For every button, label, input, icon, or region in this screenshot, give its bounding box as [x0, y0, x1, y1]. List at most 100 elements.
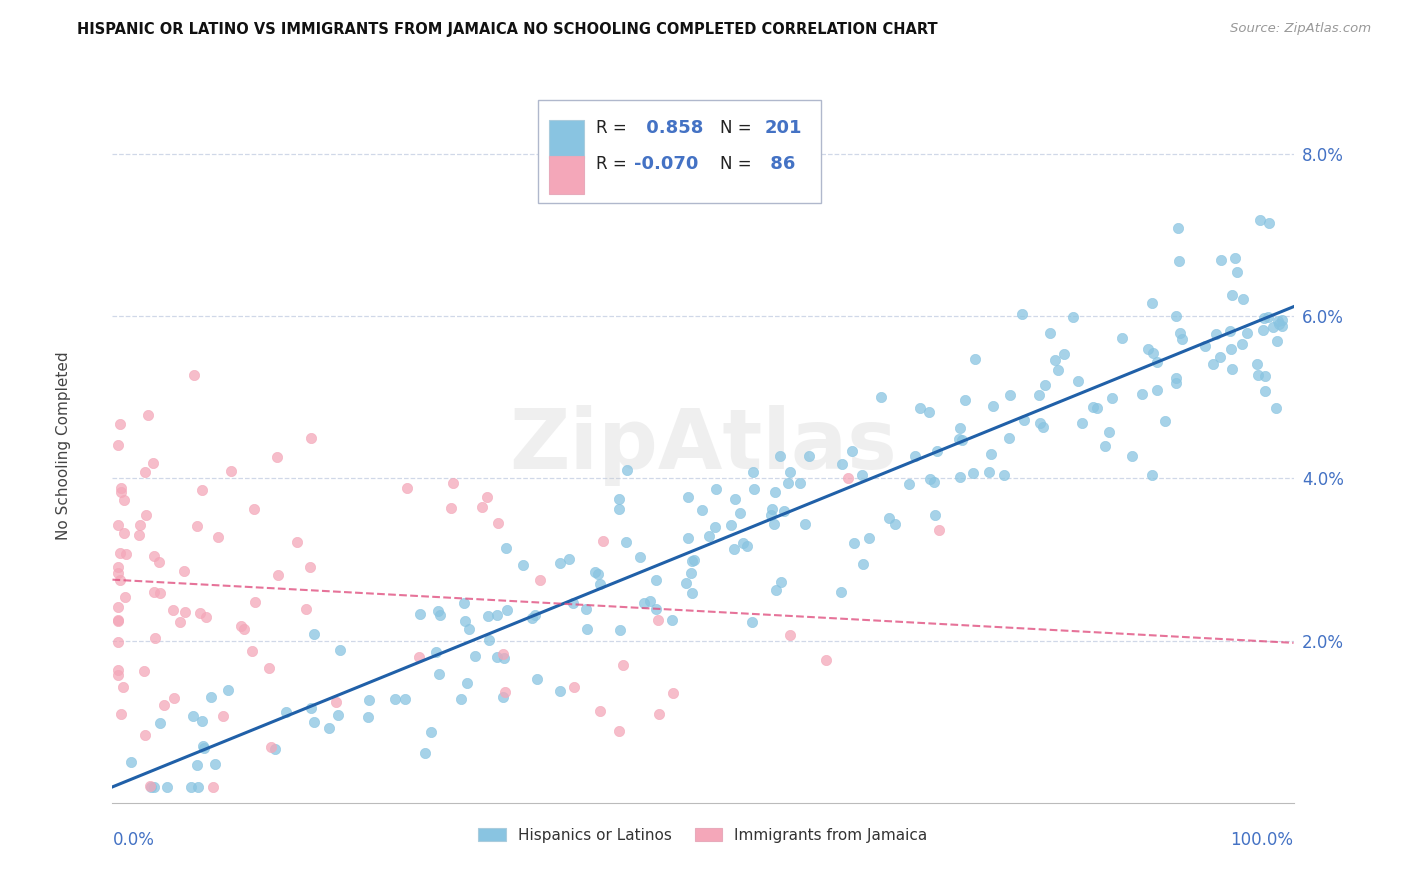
- Text: Source: ZipAtlas.com: Source: ZipAtlas.com: [1230, 22, 1371, 36]
- Point: [1167, 221, 1189, 235]
- Point: [1246, 357, 1268, 371]
- Point: [1111, 331, 1133, 345]
- Point: [1209, 350, 1232, 364]
- Point: [844, 536, 866, 550]
- Point: [763, 516, 786, 531]
- Point: [409, 607, 432, 622]
- Point: [699, 528, 721, 542]
- Point: [918, 405, 941, 419]
- Point: [496, 603, 519, 617]
- Point: [1085, 401, 1108, 415]
- Point: [910, 401, 932, 416]
- Point: [191, 739, 214, 753]
- Point: [200, 690, 222, 704]
- Point: [676, 531, 699, 545]
- Point: [148, 555, 170, 569]
- Point: [1265, 401, 1288, 416]
- Point: [458, 622, 481, 636]
- Point: [427, 667, 450, 681]
- Point: [495, 541, 517, 555]
- Text: 0.858: 0.858: [640, 120, 704, 137]
- Point: [1258, 216, 1281, 230]
- Point: [240, 644, 263, 658]
- Point: [1032, 420, 1054, 434]
- Point: [720, 518, 742, 533]
- Point: [1254, 384, 1277, 399]
- Point: [1164, 376, 1187, 391]
- Point: [156, 780, 179, 794]
- Point: [927, 443, 949, 458]
- Point: [107, 518, 129, 533]
- Point: [1261, 319, 1284, 334]
- Point: [180, 780, 202, 794]
- Point: [763, 485, 786, 500]
- Point: [134, 728, 156, 742]
- Point: [1039, 326, 1062, 340]
- Point: [588, 704, 610, 718]
- Point: [776, 475, 799, 490]
- Point: [953, 392, 976, 407]
- Point: [1265, 334, 1288, 348]
- Point: [576, 623, 599, 637]
- Point: [998, 387, 1021, 401]
- Point: [562, 680, 585, 694]
- Point: [135, 508, 157, 522]
- Point: [981, 399, 1004, 413]
- Point: [183, 708, 205, 723]
- Point: [794, 516, 817, 531]
- Text: HISPANIC OR LATINO VS IMMIGRANTS FROM JAMAICA NO SCHOOLING COMPLETED CORRELATION: HISPANIC OR LATINO VS IMMIGRANTS FROM JA…: [77, 22, 938, 37]
- Point: [612, 658, 634, 673]
- Point: [724, 492, 747, 507]
- Point: [616, 463, 638, 477]
- Point: [1171, 332, 1194, 346]
- Point: [274, 705, 297, 719]
- Point: [1146, 383, 1168, 397]
- Point: [918, 472, 941, 486]
- Point: [1271, 318, 1294, 333]
- Point: [112, 680, 135, 694]
- Point: [898, 477, 921, 491]
- Point: [396, 481, 419, 495]
- Point: [1254, 369, 1277, 384]
- Point: [304, 715, 326, 730]
- Point: [769, 449, 792, 463]
- Point: [1168, 254, 1191, 268]
- Point: [260, 740, 283, 755]
- Point: [454, 614, 477, 628]
- Point: [769, 575, 792, 590]
- Point: [607, 502, 630, 516]
- Point: [328, 708, 350, 723]
- Point: [1209, 252, 1232, 267]
- Point: [450, 691, 472, 706]
- Point: [1070, 416, 1092, 430]
- Point: [963, 351, 986, 366]
- Point: [607, 491, 630, 506]
- Point: [1043, 352, 1066, 367]
- Point: [924, 508, 946, 523]
- Point: [681, 566, 703, 580]
- Point: [153, 698, 176, 712]
- Point: [394, 692, 416, 706]
- Point: [129, 518, 152, 533]
- Point: [1142, 346, 1164, 360]
- Point: [267, 567, 290, 582]
- Point: [683, 553, 706, 567]
- Point: [299, 701, 322, 715]
- Point: [1253, 311, 1275, 326]
- Point: [325, 695, 347, 709]
- Point: [741, 615, 763, 629]
- Point: [107, 438, 129, 452]
- Point: [998, 431, 1021, 445]
- Point: [723, 541, 745, 556]
- Point: [108, 573, 131, 587]
- Point: [486, 608, 509, 623]
- Point: [456, 675, 478, 690]
- Point: [107, 566, 129, 580]
- Point: [145, 631, 167, 645]
- Point: [162, 690, 184, 705]
- Point: [329, 643, 352, 657]
- Point: [831, 457, 853, 471]
- Point: [1028, 416, 1050, 430]
- Point: [107, 668, 129, 682]
- Point: [529, 573, 551, 587]
